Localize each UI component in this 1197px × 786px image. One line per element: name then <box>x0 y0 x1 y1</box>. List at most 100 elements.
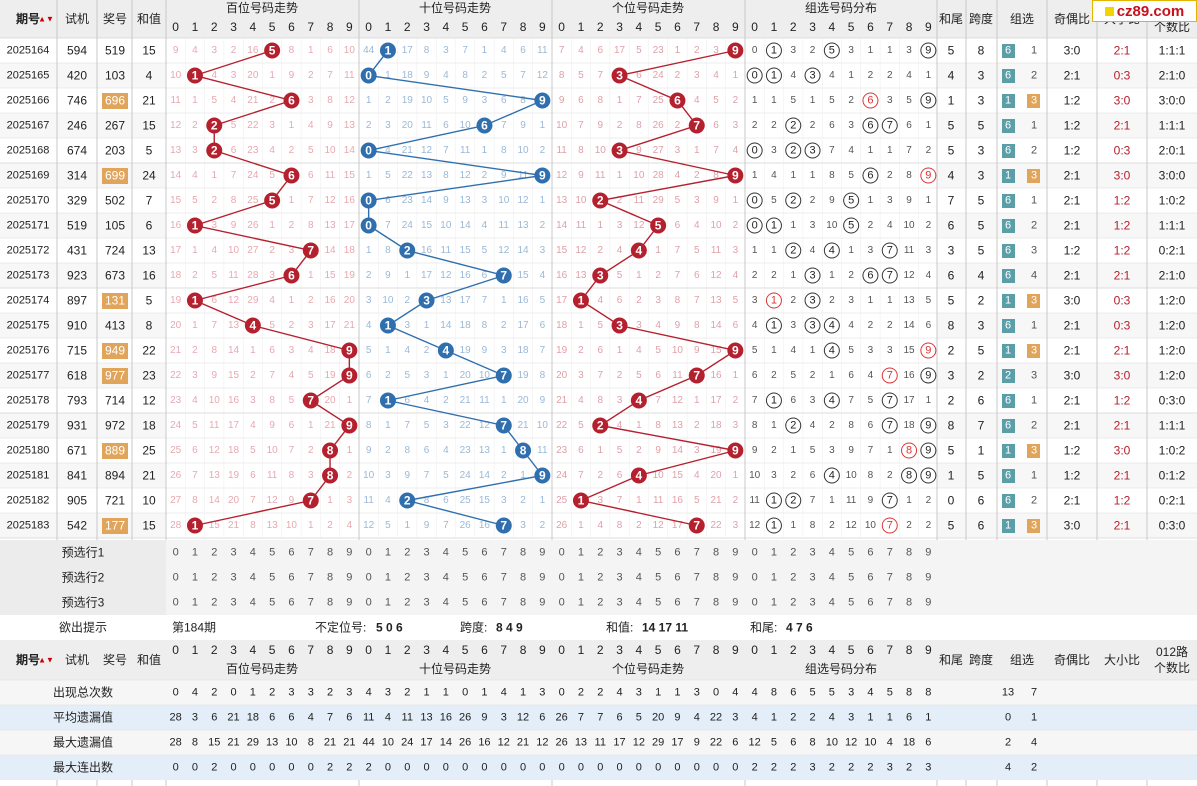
preselect-digit[interactable]: 5 <box>269 547 275 559</box>
preselect-digit[interactable]: 4 <box>250 597 256 609</box>
preselect-digit[interactable]: 3 <box>230 547 236 559</box>
preselect-digit[interactable]: 2 <box>597 597 603 609</box>
preselect-digit[interactable]: 4 <box>443 572 449 584</box>
preselect-digit[interactable]: 2 <box>597 572 603 584</box>
preselect-digit[interactable]: 3 <box>809 597 815 609</box>
preselect-digit[interactable]: 8 <box>906 597 912 609</box>
preselect-digit[interactable]: 6 <box>867 597 873 609</box>
preselect-digit[interactable]: 9 <box>925 547 931 559</box>
preselect-digit[interactable]: 7 <box>501 597 507 609</box>
preselect-digit[interactable]: 2 <box>790 547 796 559</box>
preselect-digit[interactable]: 8 <box>520 547 526 559</box>
preselect-digit[interactable]: 1 <box>771 572 777 584</box>
preselect-digit[interactable]: 9 <box>346 597 352 609</box>
preselect-digit[interactable]: 6 <box>288 572 294 584</box>
preselect-digit[interactable]: 3 <box>230 597 236 609</box>
preselect-digit[interactable]: 6 <box>481 597 487 609</box>
preselect-digit[interactable]: 6 <box>674 547 680 559</box>
preselect-digit[interactable]: 5 <box>655 547 661 559</box>
preselect-digit[interactable]: 9 <box>732 597 738 609</box>
preselect-digit[interactable]: 4 <box>250 572 256 584</box>
preselect-digit[interactable]: 7 <box>308 572 314 584</box>
preselect-digit[interactable]: 9 <box>539 547 545 559</box>
preselect-digit[interactable]: 2 <box>211 597 217 609</box>
preselect-digit[interactable]: 4 <box>829 547 835 559</box>
preselect-digit[interactable]: 7 <box>308 547 314 559</box>
preselect-digit[interactable]: 0 <box>173 547 179 559</box>
preselect-digit[interactable]: 2 <box>211 547 217 559</box>
preselect-digit[interactable]: 1 <box>192 547 198 559</box>
preselect-digit[interactable]: 9 <box>346 572 352 584</box>
preselect-digit[interactable]: 5 <box>462 547 468 559</box>
preselect-digit[interactable]: 2 <box>404 547 410 559</box>
preselect-digit[interactable]: 5 <box>655 572 661 584</box>
preselect-digit[interactable]: 1 <box>385 547 391 559</box>
preselect-digit[interactable]: 1 <box>385 597 391 609</box>
preselect-digit[interactable]: 8 <box>713 597 719 609</box>
preselect-digit[interactable]: 9 <box>925 572 931 584</box>
preselect-digit[interactable]: 9 <box>925 597 931 609</box>
preselect-digit[interactable]: 1 <box>578 572 584 584</box>
footer-sort-arrows-icon[interactable]: ▲▼ <box>38 656 54 665</box>
preselect-digit[interactable]: 8 <box>713 572 719 584</box>
preselect-digit[interactable]: 4 <box>443 547 449 559</box>
preselect-digit[interactable]: 2 <box>790 572 796 584</box>
preselect-digit[interactable]: 8 <box>906 547 912 559</box>
preselect-digit[interactable]: 5 <box>462 572 468 584</box>
preselect-digit[interactable]: 0 <box>366 597 372 609</box>
preselect-digit[interactable]: 3 <box>423 547 429 559</box>
preselect-digit[interactable]: 5 <box>462 597 468 609</box>
preselect-digit[interactable]: 5 <box>848 572 854 584</box>
preselect-digit[interactable]: 8 <box>327 547 333 559</box>
footer-issue-header[interactable]: 期号 <box>16 652 40 667</box>
preselect-digit[interactable]: 3 <box>616 572 622 584</box>
preselect-digit[interactable]: 1 <box>771 597 777 609</box>
preselect-digit[interactable]: 7 <box>501 547 507 559</box>
preselect-digit[interactable]: 4 <box>636 572 642 584</box>
preselect-digit[interactable]: 2 <box>404 572 410 584</box>
preselect-digit[interactable]: 6 <box>481 572 487 584</box>
preselect-digit[interactable]: 3 <box>809 547 815 559</box>
preselect-digit[interactable]: 8 <box>713 547 719 559</box>
preselect-digit[interactable]: 9 <box>346 547 352 559</box>
preselect-digit[interactable]: 0 <box>366 572 372 584</box>
sort-arrows-icon[interactable]: ▲▼ <box>38 15 54 24</box>
preselect-digit[interactable]: 7 <box>694 547 700 559</box>
preselect-digit[interactable]: 3 <box>616 547 622 559</box>
preselect-digit[interactable]: 4 <box>250 547 256 559</box>
preselect-digit[interactable]: 5 <box>848 597 854 609</box>
preselect-digit[interactable]: 0 <box>173 572 179 584</box>
preselect-digit[interactable]: 8 <box>906 572 912 584</box>
preselect-digit[interactable]: 5 <box>655 597 661 609</box>
preselect-digit[interactable]: 5 <box>848 547 854 559</box>
preselect-digit[interactable]: 7 <box>887 547 893 559</box>
preselect-digit[interactable]: 0 <box>559 547 565 559</box>
preselect-digit[interactable]: 9 <box>732 547 738 559</box>
preselect-digit[interactable]: 1 <box>578 597 584 609</box>
preselect-digit[interactable]: 2 <box>790 597 796 609</box>
preselect-digit[interactable]: 7 <box>694 572 700 584</box>
preselect-digit[interactable]: 6 <box>674 597 680 609</box>
preselect-digit[interactable]: 4 <box>829 572 835 584</box>
preselect-digit[interactable]: 1 <box>385 572 391 584</box>
site-logo[interactable]: cz89.com <box>1092 0 1197 22</box>
preselect-digit[interactable]: 2 <box>597 547 603 559</box>
preselect-digit[interactable]: 6 <box>867 572 873 584</box>
preselect-digit[interactable]: 9 <box>539 572 545 584</box>
preselect-digit[interactable]: 9 <box>732 572 738 584</box>
preselect-digit[interactable]: 3 <box>809 572 815 584</box>
preselect-digit[interactable]: 7 <box>887 572 893 584</box>
preselect-digit[interactable]: 9 <box>539 597 545 609</box>
preselect-digit[interactable]: 0 <box>752 572 758 584</box>
preselect-digit[interactable]: 1 <box>578 547 584 559</box>
preselect-digit[interactable]: 6 <box>288 597 294 609</box>
preselect-digit[interactable]: 1 <box>771 547 777 559</box>
preselect-digit[interactable]: 6 <box>674 572 680 584</box>
preselect-digit[interactable]: 8 <box>327 597 333 609</box>
preselect-digit[interactable]: 4 <box>443 597 449 609</box>
preselect-digit[interactable]: 4 <box>636 547 642 559</box>
preselect-digit[interactable]: 7 <box>887 597 893 609</box>
preselect-digit[interactable]: 7 <box>501 572 507 584</box>
preselect-digit[interactable]: 8 <box>327 572 333 584</box>
preselect-digit[interactable]: 2 <box>404 597 410 609</box>
